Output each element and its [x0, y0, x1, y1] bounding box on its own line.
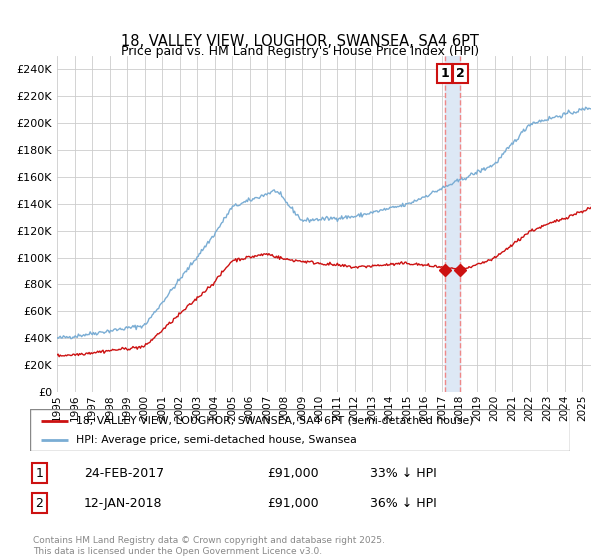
Text: 12-JAN-2018: 12-JAN-2018 [84, 497, 163, 510]
Text: £91,000: £91,000 [268, 466, 319, 479]
Text: 36% ↓ HPI: 36% ↓ HPI [370, 497, 437, 510]
Text: 18, VALLEY VIEW, LOUGHOR, SWANSEA, SA4 6PT (semi-detached house): 18, VALLEY VIEW, LOUGHOR, SWANSEA, SA4 6… [76, 416, 473, 426]
Text: 33% ↓ HPI: 33% ↓ HPI [370, 466, 437, 479]
Text: Price paid vs. HM Land Registry's House Price Index (HPI): Price paid vs. HM Land Registry's House … [121, 45, 479, 58]
Text: Contains HM Land Registry data © Crown copyright and database right 2025.
This d: Contains HM Land Registry data © Crown c… [33, 536, 385, 556]
Text: 1: 1 [440, 67, 449, 80]
Bar [445, 56, 460, 392]
Text: £91,000: £91,000 [268, 497, 319, 510]
Text: 24-FEB-2017: 24-FEB-2017 [84, 466, 164, 479]
Text: 2: 2 [35, 497, 43, 510]
Text: 18, VALLEY VIEW, LOUGHOR, SWANSEA, SA4 6PT: 18, VALLEY VIEW, LOUGHOR, SWANSEA, SA4 6… [121, 35, 479, 49]
Text: 2: 2 [456, 67, 465, 80]
Text: 1: 1 [35, 466, 43, 479]
Text: HPI: Average price, semi-detached house, Swansea: HPI: Average price, semi-detached house,… [76, 435, 356, 445]
